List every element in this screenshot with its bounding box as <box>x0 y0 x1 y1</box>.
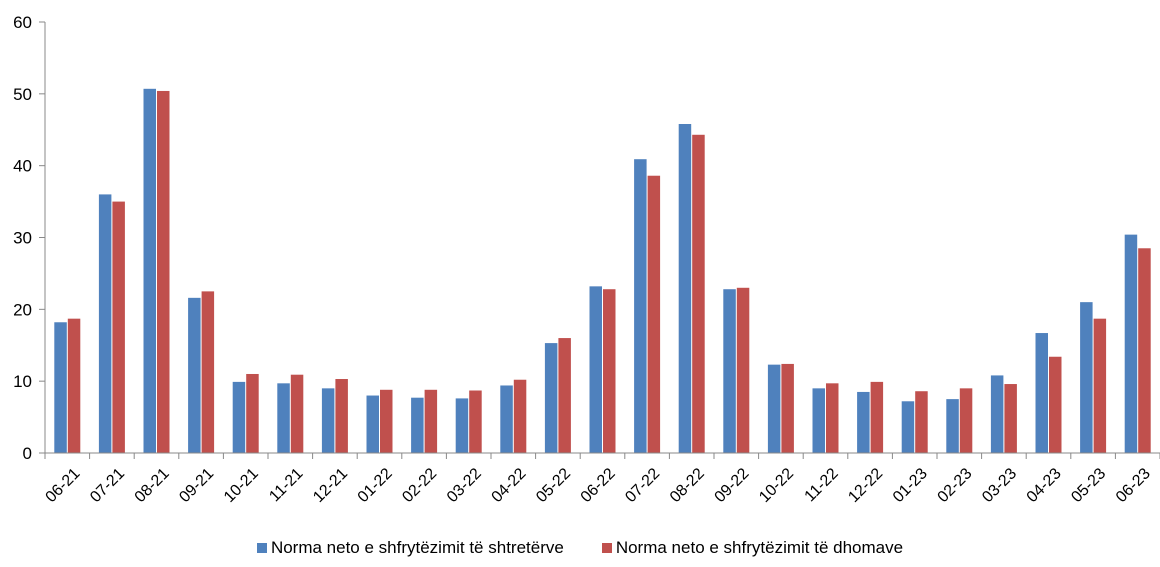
y-tick-label: 30 <box>13 229 32 248</box>
bar-series-2-01-23 <box>915 391 928 453</box>
legend-item-series-2: Norma neto e shfrytëzimit të dhomave <box>601 538 904 558</box>
x-tick-label: 07-22 <box>622 465 663 506</box>
legend-swatch-series-1 <box>256 543 267 553</box>
bar-series-2-02-23 <box>959 388 973 453</box>
x-tick-label: 03-22 <box>444 465 485 506</box>
bar-series-1-01-23 <box>901 401 915 453</box>
bar-series-2-09-22 <box>736 287 750 453</box>
bar-series-1-08-21 <box>143 88 156 454</box>
bar-series-2-05-22 <box>558 338 571 453</box>
y-tick-label: 20 <box>13 300 32 319</box>
bar-series-2-10-22 <box>781 363 794 453</box>
bar-series-1-06-22 <box>589 286 602 453</box>
bar-series-1-11-21 <box>277 383 290 453</box>
x-tick-label: 09-21 <box>176 465 217 506</box>
bars <box>54 88 1151 454</box>
bar-series-1-11-22 <box>812 388 825 453</box>
bar-series-2-09-21 <box>201 291 215 453</box>
x-tick-label: 06-21 <box>43 465 84 506</box>
x-tick-label: 02-23 <box>935 465 976 506</box>
bar-series-2-05-23 <box>1093 318 1107 453</box>
bar-series-1-05-22 <box>544 343 558 453</box>
bar-series-2-06-22 <box>603 289 616 453</box>
bar-series-1-09-21 <box>188 297 201 453</box>
x-tick-label: 02-22 <box>399 465 440 506</box>
y-tick-label: 10 <box>13 372 32 391</box>
y-axis: 0 10 20 30 40 50 60 <box>13 13 46 463</box>
bar-series-2-08-21 <box>157 90 170 454</box>
bar-series-1-02-22 <box>411 397 424 453</box>
bar-series-2-12-21 <box>335 379 348 453</box>
bar-series-1-12-21 <box>321 388 335 453</box>
bar-series-2-12-22 <box>870 381 884 453</box>
legend-label-series-2: Norma neto e shfrytëzimit të dhomave <box>615 538 904 557</box>
bar-series-1-06-21 <box>54 322 67 453</box>
x-tick-label: 08-22 <box>667 465 708 506</box>
y-tick-label: 60 <box>13 13 32 32</box>
bar-series-2-07-22 <box>647 175 661 453</box>
bar-series-1-09-22 <box>723 289 736 453</box>
legend-swatch-series-2 <box>601 543 612 553</box>
bar-series-1-04-23 <box>1035 333 1048 453</box>
bar-series-2-10-21 <box>246 373 259 453</box>
x-tick-label: 03-23 <box>979 465 1020 506</box>
x-tick-label: 07-21 <box>87 465 128 506</box>
x-tick-label: 04-23 <box>1024 465 1065 506</box>
x-tick-label: 06-22 <box>578 465 619 506</box>
legend-item-series-1: Norma neto e shfrytëzimit të shtretërve <box>256 538 564 558</box>
x-tick-label: 10-21 <box>221 465 262 506</box>
bar-series-2-11-21 <box>290 374 304 453</box>
x-tick-label: 05-23 <box>1068 465 1109 506</box>
bar-series-1-10-21 <box>232 381 246 453</box>
bar-series-1-10-22 <box>767 364 781 453</box>
x-tick-label: 11-21 <box>266 465 306 505</box>
bar-series-1-03-23 <box>990 375 1004 453</box>
x-tick-label: 09-22 <box>712 465 753 506</box>
bar-series-2-01-22 <box>380 389 393 453</box>
x-tick-label: 11-22 <box>802 465 842 505</box>
bar-series-1-04-22 <box>500 385 513 453</box>
bar-series-1-01-22 <box>366 395 379 453</box>
bar-series-1-12-22 <box>857 391 870 453</box>
bar-series-1-05-23 <box>1080 302 1093 453</box>
legend-label-series-1: Norma neto e shfrytëzimit të shtretërve <box>270 538 564 557</box>
bar-series-2-11-22 <box>826 383 839 453</box>
x-tick-label: 10-22 <box>756 465 797 506</box>
bar-series-2-07-21 <box>112 201 125 453</box>
bar-series-1-08-22 <box>678 124 692 454</box>
bar-series-1-07-21 <box>98 194 112 453</box>
bar-series-2-03-23 <box>1004 384 1017 453</box>
x-tick-label: 06-23 <box>1113 465 1154 506</box>
x-tick-label: 12-22 <box>845 465 886 506</box>
y-tick-label: 50 <box>13 85 32 104</box>
bar-series-2-04-23 <box>1049 356 1062 453</box>
bar-series-2-06-21 <box>67 318 81 453</box>
x-tick-label: 04-22 <box>489 465 530 506</box>
bar-series-2-02-22 <box>424 389 438 453</box>
bar-series-2-04-22 <box>513 379 527 453</box>
bar-series-2-06-23 <box>1138 248 1151 453</box>
bar-series-1-07-22 <box>634 159 647 453</box>
x-tick-label: 12-21 <box>310 465 351 506</box>
bar-series-2-03-22 <box>469 390 482 453</box>
x-tick-label: 01-23 <box>890 465 931 506</box>
x-tick-label: 08-21 <box>132 465 173 506</box>
y-tick-label: 0 <box>23 444 32 463</box>
bar-series-1-03-22 <box>455 398 469 453</box>
legend: Norma neto e shfrytëzimit të shtretërve … <box>0 538 1160 558</box>
x-tick-label: 01-22 <box>355 465 396 506</box>
bar-series-1-06-23 <box>1124 234 1138 453</box>
x-axis: 06-21 07-21 08-21 09-21 10-21 11-21 12-21 01-22… <box>43 452 1160 506</box>
bar-series-2-08-22 <box>692 134 705 454</box>
bar-series-1-02-23 <box>946 399 959 453</box>
x-tick-label: 05-22 <box>533 465 574 506</box>
y-tick-label: 40 <box>13 157 32 176</box>
